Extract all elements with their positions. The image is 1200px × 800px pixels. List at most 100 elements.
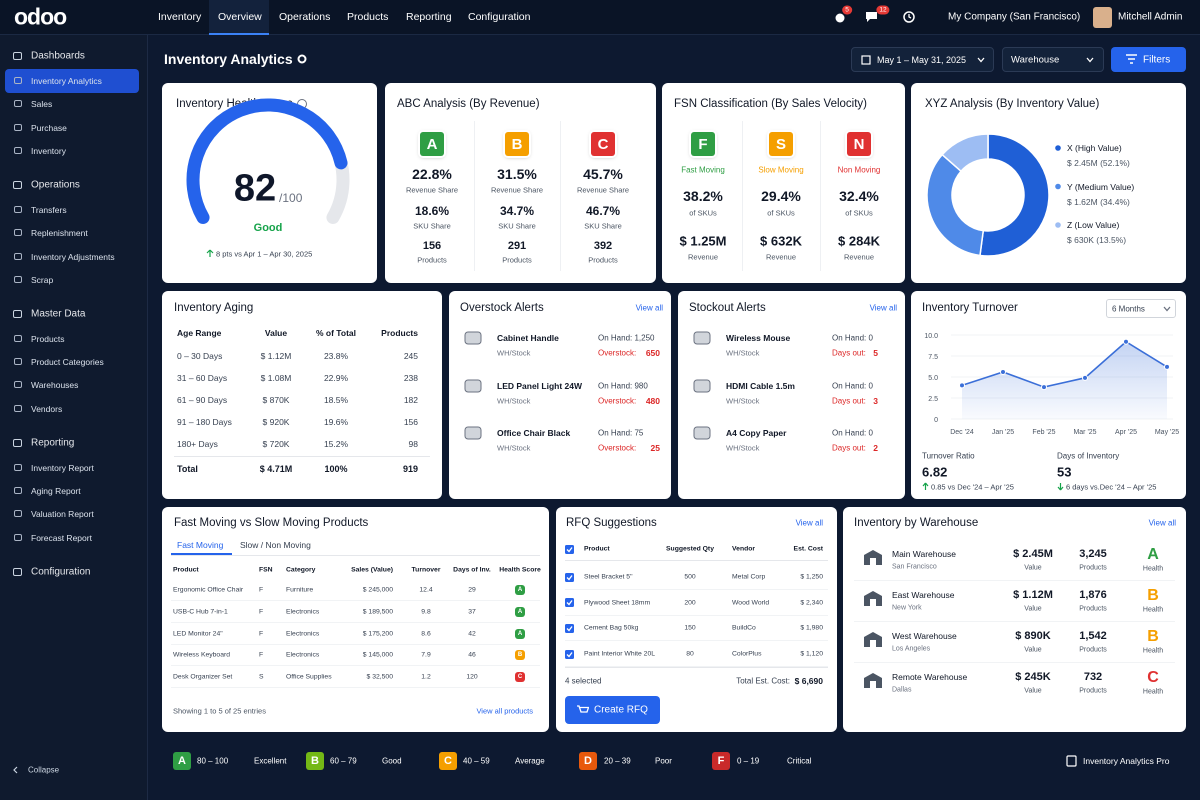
sidebar-item[interactable]: Forecast Report xyxy=(31,532,92,543)
tab[interactable]: Slow / Non Moving xyxy=(240,540,311,550)
product-image xyxy=(464,379,482,392)
view-all[interactable]: View all xyxy=(869,303,897,313)
view-all[interactable]: View all xyxy=(1148,518,1176,528)
revenue: $ 1.25M xyxy=(679,233,727,249)
xyz-card: XYZ Analysis (By Inventory Value) X (High… xyxy=(911,83,1186,283)
building xyxy=(864,550,882,565)
metric-label: Revenue Share xyxy=(405,185,459,195)
warehouse-select[interactable] xyxy=(1002,47,1104,72)
checkbox[interactable] xyxy=(565,623,574,633)
clock-icon xyxy=(903,11,915,23)
sidebar-section[interactable]: Configuration xyxy=(31,566,91,578)
date-picker[interactable] xyxy=(851,47,994,72)
point xyxy=(959,382,965,389)
avatar xyxy=(1093,7,1112,28)
sidebar-section[interactable]: Reporting xyxy=(31,437,75,449)
checkbox-box xyxy=(565,572,574,582)
y-tick-label: 10.0 xyxy=(924,333,938,340)
metric-label: Value xyxy=(1024,687,1042,695)
table-cell: 12.4 xyxy=(419,586,433,594)
checkbox[interactable] xyxy=(565,598,574,608)
activity-count: 5 xyxy=(842,5,852,15)
period-select[interactable] xyxy=(1106,299,1176,318)
x-tick-label: Mar '25 xyxy=(1073,429,1096,436)
table-cell: Steel Bracket 5" xyxy=(584,573,633,581)
metric-label: of SKUs xyxy=(767,208,795,218)
table-cell: $ 1,120 xyxy=(800,650,823,658)
sidebar-section[interactable]: Master Data xyxy=(31,308,86,320)
sidebar-item[interactable]: Inventory Report xyxy=(31,462,94,473)
warehouse-products: 3,245 xyxy=(1079,548,1107,560)
legend-name: Y (Medium Value) xyxy=(1067,181,1135,192)
view-all[interactable]: View all xyxy=(635,303,663,313)
product-image xyxy=(693,379,711,392)
divider xyxy=(171,555,540,556)
checkbox[interactable] xyxy=(565,649,574,659)
user-name[interactable]: Mitchell Admin xyxy=(1118,11,1183,23)
company-name[interactable]: My Company (San Francisco) xyxy=(948,11,1081,23)
filters-button[interactable] xyxy=(1111,47,1186,72)
grade-range: 0 – 19 xyxy=(737,756,760,766)
sidebar-item[interactable]: Inventory Analytics xyxy=(31,76,102,86)
sidebar-item[interactable]: Product Categories xyxy=(31,357,104,368)
sidebar-item[interactable]: Warehouses xyxy=(31,380,79,391)
sidebar-item[interactable]: Vendors xyxy=(31,403,63,414)
door xyxy=(870,681,876,688)
warehouse-icon xyxy=(864,632,882,647)
table-cell: $ 189,500 xyxy=(362,608,393,616)
sidebar-item[interactable]: Purchase xyxy=(31,122,67,133)
view-all[interactable]: View all xyxy=(795,518,823,528)
sidebar-item[interactable]: Scrap xyxy=(31,274,54,285)
gauge-value xyxy=(186,98,348,224)
collapse[interactable]: Collapse xyxy=(28,765,60,775)
menu-item[interactable]: Inventory xyxy=(158,11,202,23)
sidebar-item[interactable]: Transfers xyxy=(31,204,67,215)
sidebar-item[interactable]: Replenishment xyxy=(31,228,88,239)
legend-dot xyxy=(1055,222,1061,228)
column-header: FSN xyxy=(259,566,273,574)
warehouse-city: Los Angeles xyxy=(892,645,931,653)
checkbox[interactable] xyxy=(565,572,574,582)
menu-item[interactable]: Products xyxy=(347,11,389,23)
sidebar-item[interactable]: Products xyxy=(31,333,65,344)
fsn-card: FSN Classification (By Sales Velocity) F F… xyxy=(662,83,905,283)
menu-item[interactable]: Reporting xyxy=(406,11,452,23)
sidebar-item[interactable]: Inventory Adjustments xyxy=(31,251,115,262)
view-all[interactable]: View all products xyxy=(476,706,533,716)
menu-item[interactable]: Operations xyxy=(279,11,331,23)
sidebar-section[interactable]: Dashboards xyxy=(31,50,85,62)
menu-item[interactable]: Overview xyxy=(218,11,262,23)
warehouse-value: $ 2.45M xyxy=(1013,548,1053,560)
days-out-label: Days out: xyxy=(832,396,866,405)
grade-badge: S xyxy=(769,132,793,156)
table-cell: 19.6% xyxy=(323,417,349,427)
checkbox-box xyxy=(565,623,574,633)
sidebar-item[interactable]: Aging Report xyxy=(31,486,81,496)
card-title: Inventory Aging xyxy=(174,302,254,314)
y-tick-label: 7.5 xyxy=(928,354,938,361)
grade-label: Average xyxy=(515,756,545,766)
total-cell: Total xyxy=(177,464,198,474)
stat-label: Days of Inventory xyxy=(1057,451,1120,461)
sidebar-item[interactable]: Valuation Report xyxy=(31,509,94,520)
metric-label: Products xyxy=(588,255,618,265)
sidebar-item[interactable]: Sales xyxy=(31,99,53,110)
sidebar-section[interactable]: Operations xyxy=(31,179,80,191)
health-score: 82 xyxy=(233,167,277,210)
warehouse-value: $ 890K xyxy=(1015,630,1051,642)
total-label: Total Est. Cost: xyxy=(736,676,790,686)
tab-underline xyxy=(171,553,232,555)
legend-detail: $ 2.45M (52.1%) xyxy=(1067,158,1130,168)
check xyxy=(566,546,573,552)
y-tick-label: 2.5 xyxy=(928,396,938,403)
checkbox[interactable] xyxy=(565,544,574,554)
table-cell: $ 1,250 xyxy=(800,573,823,581)
sidebar-icon xyxy=(14,77,22,84)
menu-item[interactable]: Configuration xyxy=(468,11,531,23)
building xyxy=(864,673,882,688)
table-cell: 23.8% xyxy=(323,351,349,361)
check xyxy=(566,574,573,580)
tab[interactable]: Fast Moving xyxy=(177,540,224,550)
table-cell: Office Supplies xyxy=(286,673,332,681)
sidebar-item[interactable]: Inventory xyxy=(31,145,66,156)
